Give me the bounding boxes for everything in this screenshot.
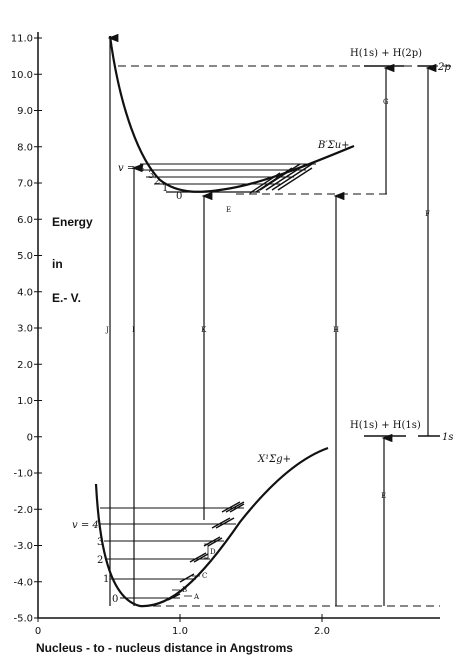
lower-level-v4: v = 4 bbox=[72, 520, 99, 531]
upper-level-2: 2 bbox=[154, 176, 160, 187]
upper-level-0: 0 bbox=[176, 191, 182, 202]
label-e-upper: E bbox=[226, 206, 231, 214]
x-tick-label: 1.0 bbox=[172, 626, 188, 637]
label-i: I bbox=[132, 326, 135, 334]
lower-potential-curve bbox=[94, 446, 329, 608]
state-h1s-h2p: H(1s) + H(2p) bbox=[350, 48, 422, 59]
lower-level-0: 0 bbox=[112, 594, 118, 605]
y-tick-label: 4.0 bbox=[17, 287, 33, 298]
y-tick-label: 9.0 bbox=[17, 106, 33, 117]
y-tick-label: 7.0 bbox=[17, 179, 33, 190]
x-tick-label: 0 bbox=[35, 626, 41, 637]
x-tick-label: 2.0 bbox=[314, 626, 330, 637]
lower-level-3: 3 bbox=[97, 537, 103, 548]
upper-curve-label: B′Σu+ bbox=[317, 140, 350, 151]
lower-curve-label: X¹Σg+ bbox=[257, 454, 291, 465]
lower-level-1: 1 bbox=[103, 574, 109, 585]
upper-level-1: 1 bbox=[162, 183, 168, 194]
label-h: H bbox=[333, 326, 339, 334]
y-tick-label: 11.0 bbox=[11, 34, 33, 45]
label-f: F bbox=[425, 210, 430, 218]
state-h1s-h1s: H(1s) + H(1s) bbox=[350, 420, 421, 431]
upper-level-v4: v = 4 bbox=[118, 163, 145, 174]
label-e-lower: E bbox=[381, 492, 386, 500]
upper-vibrational-levels bbox=[140, 163, 316, 194]
y-tick-label: -4.0 bbox=[13, 577, 33, 588]
y-tick-label: 1.0 bbox=[17, 396, 33, 407]
label-j: J bbox=[105, 326, 109, 334]
state-1s: 1s bbox=[442, 432, 454, 443]
y-tick-label: 8.0 bbox=[17, 142, 33, 153]
label-b: B bbox=[182, 586, 187, 594]
label-d: D bbox=[210, 548, 216, 556]
x-axis-label: Nucleus - to - nucleus distance in Angst… bbox=[36, 641, 293, 655]
upper-level-3: 3 bbox=[148, 170, 154, 181]
y-axis-label-line3: E.- V. bbox=[52, 291, 81, 305]
y-tick-label: -5.0 bbox=[13, 614, 33, 625]
y-axis-label-line2: in bbox=[52, 257, 63, 271]
lower-level-2: 2 bbox=[97, 555, 103, 566]
label-k: K bbox=[201, 326, 207, 334]
y-tick-label: 6.0 bbox=[17, 215, 33, 226]
upper-potential-curve bbox=[108, 35, 355, 193]
y-tick-label: -2.0 bbox=[13, 505, 33, 516]
y-tick-label: -1.0 bbox=[13, 469, 33, 480]
y-tick-label: 5.0 bbox=[17, 251, 33, 262]
y-tick-label: 3.0 bbox=[17, 324, 33, 335]
state-2p: 2p bbox=[437, 62, 451, 73]
label-g: G bbox=[383, 98, 389, 106]
y-tick-label: 10.0 bbox=[11, 70, 33, 81]
y-tick-label: 0 bbox=[27, 432, 33, 443]
bracket-d bbox=[204, 543, 209, 559]
y-axis-label-line1: Energy bbox=[52, 215, 93, 229]
label-a: A bbox=[193, 593, 200, 601]
lower-vibrational-levels bbox=[100, 501, 245, 601]
label-c: C bbox=[202, 572, 207, 580]
y-tick-label: 2.0 bbox=[17, 360, 33, 371]
y-tick-label: -3.0 bbox=[13, 541, 33, 552]
